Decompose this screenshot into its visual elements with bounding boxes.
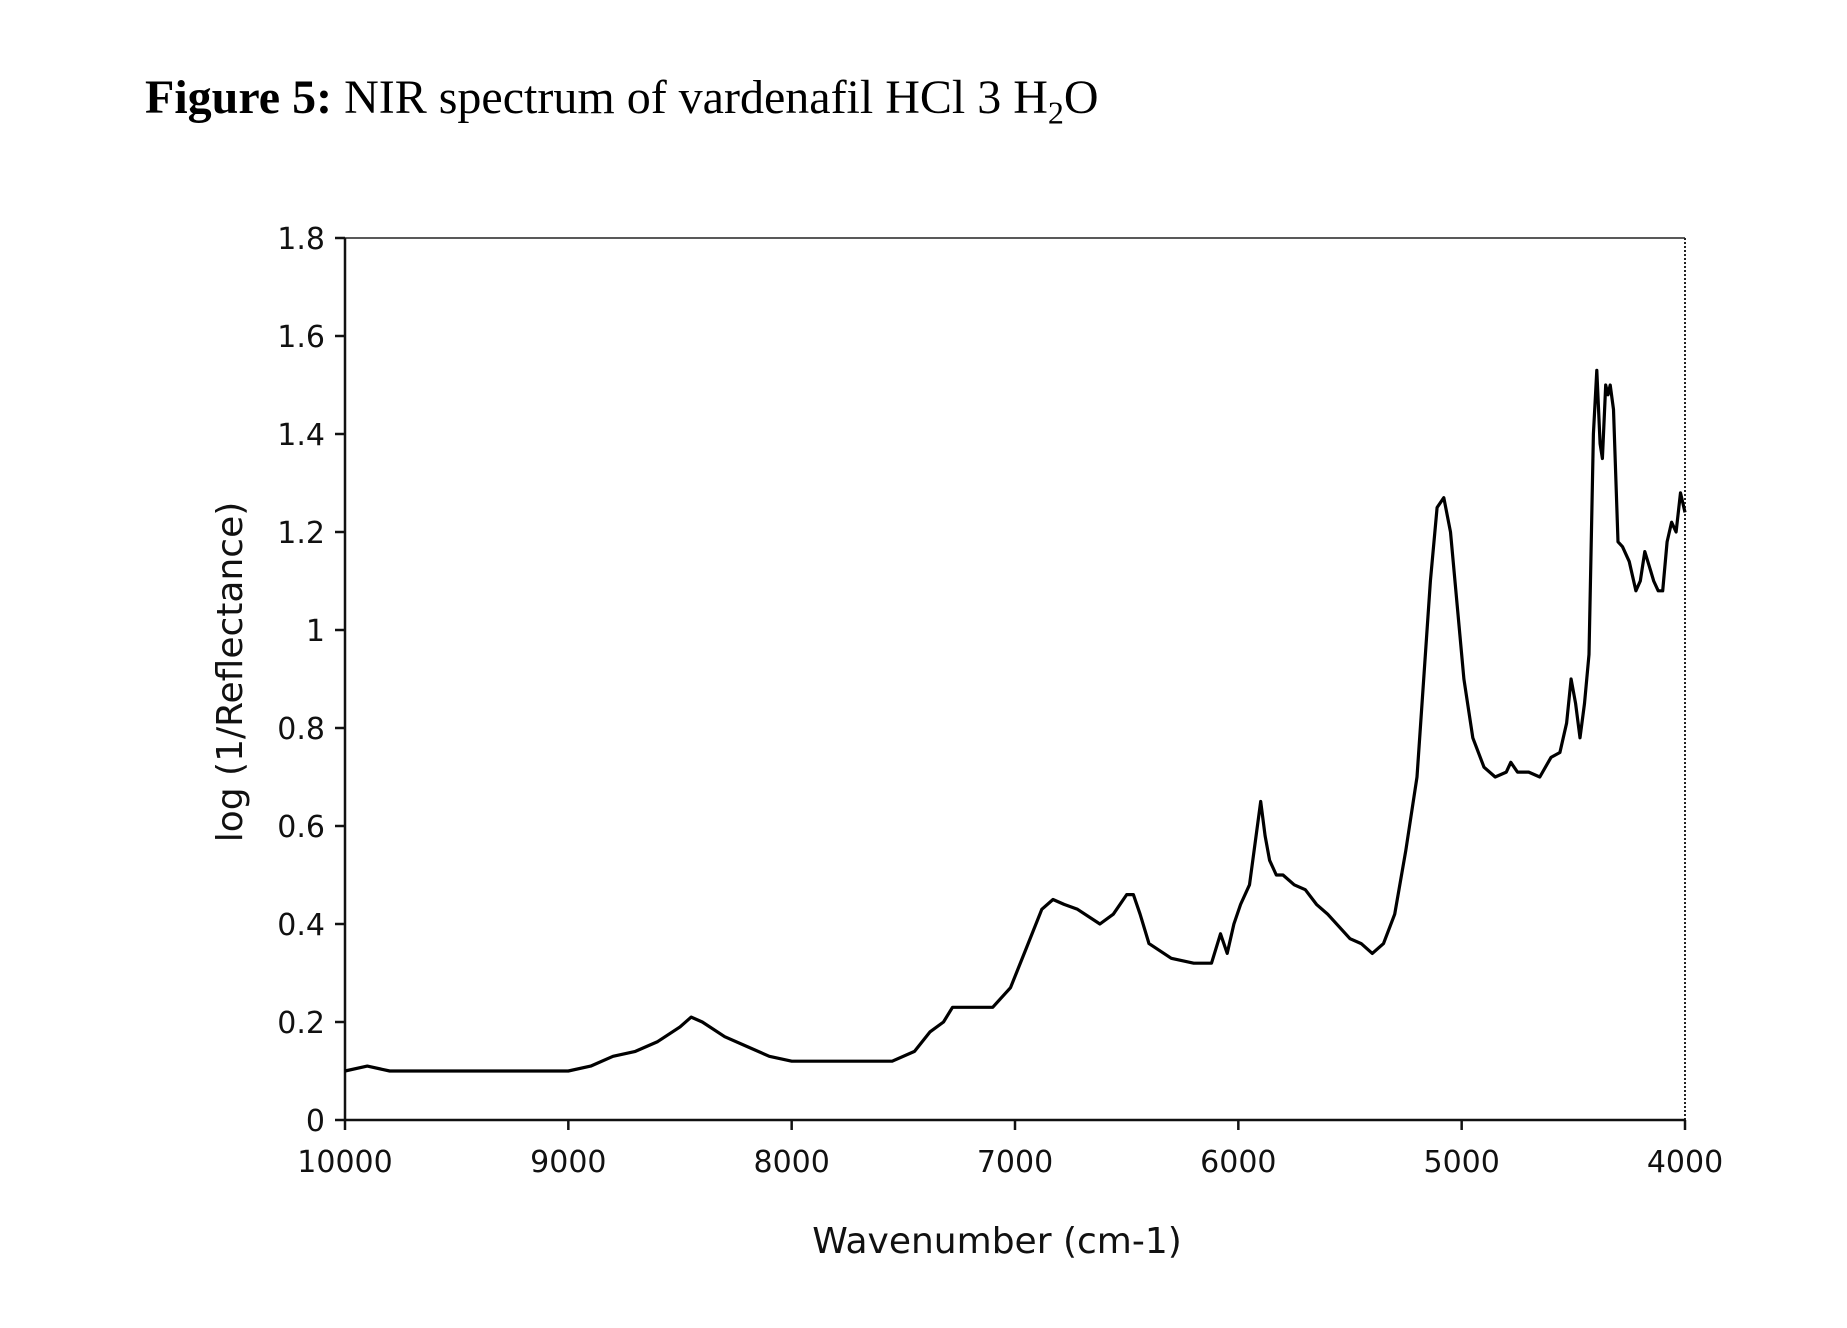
y-tick-label: 1.8 xyxy=(277,222,325,257)
y-tick-label: 1.4 xyxy=(277,418,325,453)
figure-title: Figure 5: NIR spectrum of vardenafil HCl… xyxy=(145,70,1099,132)
figure-label: Figure 5: xyxy=(145,71,333,124)
y-tick-label: 1.6 xyxy=(277,320,325,355)
x-tick-label: 4000 xyxy=(1647,1145,1723,1180)
figure-title-subscript: 2 xyxy=(1047,94,1064,131)
plot-frame xyxy=(343,237,1686,1122)
y-axis: 0 0.2 0.4 0.6 0.8 1 1.2 1.4 1.6 1.8 xyxy=(277,222,345,1139)
x-axis-title: Wavenumber (cm-1) xyxy=(812,1221,1182,1262)
y-tick-label: 0.4 xyxy=(277,908,325,943)
y-tick-label: 0 xyxy=(306,1104,325,1139)
x-tick-label: 9000 xyxy=(530,1145,606,1180)
series-layer xyxy=(344,368,1687,1073)
y-tick-label: 0.2 xyxy=(277,1006,325,1041)
y-tick-label: 1 xyxy=(306,614,325,649)
spectrum-line xyxy=(344,368,1687,1073)
x-tick-label: 6000 xyxy=(1200,1145,1276,1180)
x-axis: 10000 9000 8000 7000 6000 5000 4000 xyxy=(297,1120,1723,1180)
figure-title-end: O xyxy=(1063,71,1099,124)
x-tick-label: 5000 xyxy=(1423,1145,1499,1180)
y-axis-title: log (1/Reflectance) xyxy=(210,502,251,843)
y-tick-label: 1.2 xyxy=(277,516,325,551)
y-tick-label: 0.8 xyxy=(277,712,325,747)
x-tick-label: 7000 xyxy=(977,1145,1053,1180)
x-tick-label: 8000 xyxy=(753,1145,829,1180)
x-tick-label: 10000 xyxy=(297,1145,392,1180)
figure-title-text: NIR spectrum of vardenafil HCl 3 H xyxy=(332,71,1048,124)
y-tick-label: 0.6 xyxy=(277,810,325,845)
